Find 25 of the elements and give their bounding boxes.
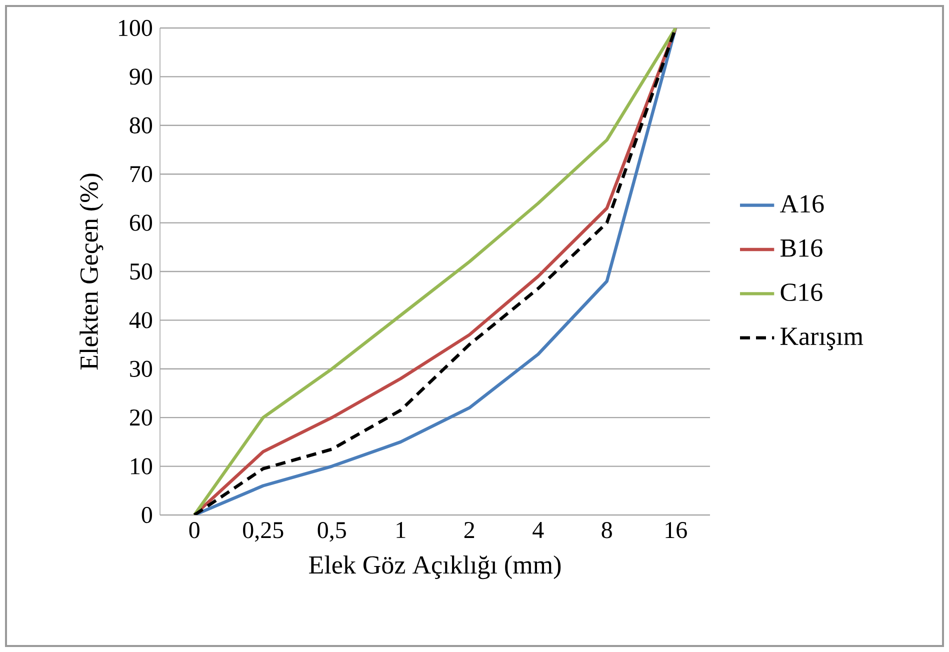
y-tick-label: 100 (119, 20, 152, 36)
y-tick-label: 50 (130, 263, 152, 280)
y-tick-label: 40 (129, 312, 152, 328)
y-tick-label: 90 (130, 68, 152, 85)
legend-label: C16 (780, 284, 822, 302)
x-tick-label: 2 (464, 522, 474, 538)
legend-label: B16 (780, 239, 822, 257)
y-tick-label: 10 (131, 458, 152, 474)
y-tick-label: 80 (130, 117, 152, 134)
x-axis-title: Elek Göz Açıklığı (mm) (309, 555, 561, 580)
x-tick-label: 0 (189, 522, 200, 538)
y-tick-label: 70 (130, 166, 152, 182)
x-tick-label: 0,5 (318, 522, 346, 542)
x-tick-label: 0,25 (243, 522, 284, 542)
legend-label: A16 (780, 195, 824, 213)
legend-label: Karışım (780, 328, 864, 350)
x-tick-label: 8 (602, 522, 612, 538)
x-tick-label: 1 (396, 522, 406, 538)
x-tick-label: 16 (666, 522, 687, 538)
y-tick-label: 30 (130, 360, 152, 377)
y-tick-label: 20 (130, 409, 152, 426)
x-tick-label: 4 (532, 522, 544, 538)
y-axis-title: Elekten Geçen (%) (80, 174, 104, 370)
y-tick-label: 60 (130, 214, 152, 231)
y-tick-label: 0 (142, 506, 152, 524)
